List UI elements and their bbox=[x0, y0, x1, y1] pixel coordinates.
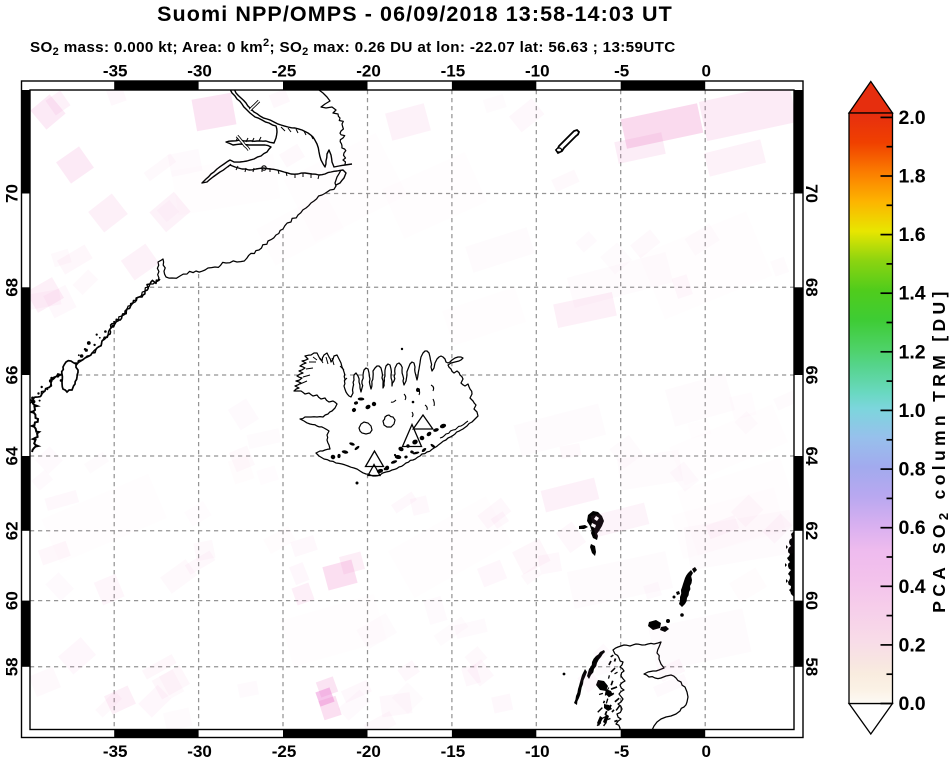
svg-text:60: 60 bbox=[802, 591, 821, 610]
svg-text:70: 70 bbox=[802, 184, 821, 203]
svg-text:1.8: 1.8 bbox=[899, 166, 926, 188]
svg-text:PCA SO2 column TRM [DU]: PCA SO2 column TRM [DU] bbox=[929, 287, 951, 612]
svg-text:64: 64 bbox=[3, 446, 22, 465]
svg-text:1.2: 1.2 bbox=[899, 341, 926, 363]
svg-text:-30: -30 bbox=[187, 62, 212, 81]
svg-text:2.0: 2.0 bbox=[899, 107, 926, 129]
svg-text:62: 62 bbox=[802, 521, 821, 540]
svg-text:-25: -25 bbox=[272, 742, 297, 759]
svg-text:-5: -5 bbox=[614, 742, 629, 759]
svg-text:0.4: 0.4 bbox=[899, 576, 926, 598]
svg-text:68: 68 bbox=[802, 278, 821, 297]
svg-text:0.2: 0.2 bbox=[899, 634, 926, 656]
svg-text:-35: -35 bbox=[103, 742, 128, 759]
svg-text:0.6: 0.6 bbox=[899, 517, 926, 539]
svg-text:0: 0 bbox=[701, 742, 710, 759]
svg-text:58: 58 bbox=[3, 657, 22, 676]
svg-text:-10: -10 bbox=[525, 742, 550, 759]
svg-text:66: 66 bbox=[3, 366, 22, 385]
svg-text:66: 66 bbox=[802, 366, 821, 385]
svg-text:0.8: 0.8 bbox=[899, 459, 926, 481]
svg-text:-20: -20 bbox=[356, 742, 381, 759]
svg-text:-30: -30 bbox=[187, 742, 212, 759]
svg-text:-10: -10 bbox=[525, 62, 550, 81]
svg-text:-15: -15 bbox=[441, 62, 466, 81]
svg-text:1.0: 1.0 bbox=[899, 400, 926, 422]
svg-text:-15: -15 bbox=[441, 742, 466, 759]
svg-text:-35: -35 bbox=[103, 62, 128, 81]
svg-text:0: 0 bbox=[701, 62, 710, 81]
svg-text:68: 68 bbox=[3, 278, 22, 297]
svg-text:-20: -20 bbox=[356, 62, 381, 81]
svg-text:0.0: 0.0 bbox=[899, 693, 926, 715]
svg-text:70: 70 bbox=[3, 184, 22, 203]
svg-text:58: 58 bbox=[802, 657, 821, 676]
svg-text:Suomi NPP/OMPS - 06/09/2018 13: Suomi NPP/OMPS - 06/09/2018 13:58-14:03 … bbox=[157, 2, 673, 26]
svg-text:62: 62 bbox=[3, 521, 22, 540]
svg-text:64: 64 bbox=[802, 447, 821, 466]
svg-text:-5: -5 bbox=[614, 62, 629, 81]
svg-text:60: 60 bbox=[3, 591, 22, 610]
svg-text:1.6: 1.6 bbox=[899, 224, 926, 246]
svg-text:1.4: 1.4 bbox=[899, 283, 926, 305]
svg-text:-25: -25 bbox=[272, 62, 297, 81]
svg-text:SO2 mass: 0.000 kt; Area: 0 km: SO2 mass: 0.000 kt; Area: 0 km2; SO2 max… bbox=[30, 37, 676, 58]
